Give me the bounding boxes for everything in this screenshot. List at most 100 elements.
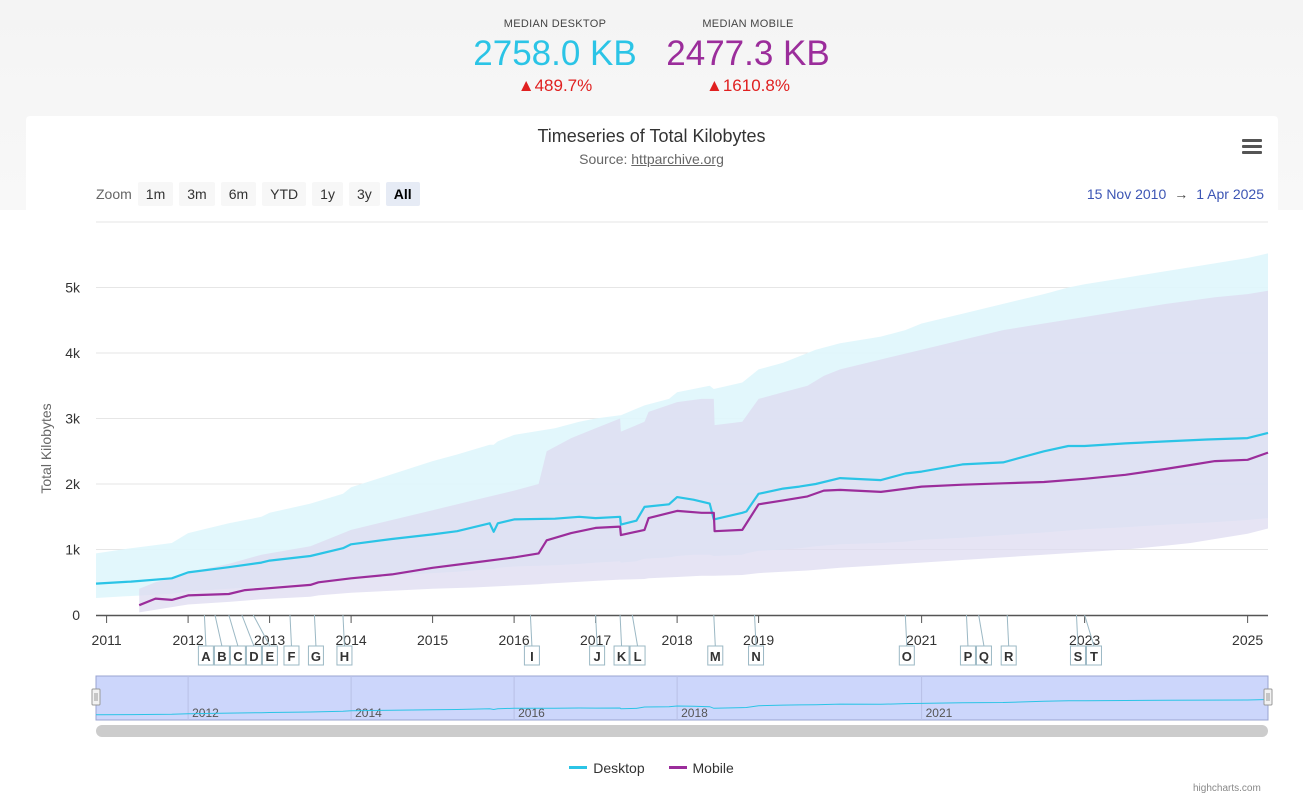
x-tick-label: 2018 — [662, 632, 693, 648]
annotation-label: F — [287, 649, 295, 664]
date-range: 15 Nov 2010 → 1 Apr 2025 — [1040, 186, 1264, 202]
zoom-label: Zoom — [96, 186, 132, 202]
x-tick-label: 2025 — [1232, 632, 1263, 648]
range-arrow: → — [1174, 186, 1189, 202]
band-mobile — [139, 290, 1269, 613]
annotation-flag — [283, 645, 300, 666]
annotation-label: A — [201, 649, 211, 664]
x-tick-label: 2021 — [906, 632, 937, 648]
annotation-label: R — [1004, 649, 1014, 664]
y-tick-label: 0 — [72, 607, 80, 623]
median-desktop-metric: MEDIAN DESKTOP 2758.0 KB ▲489.7% — [455, 18, 655, 96]
navigator-label: 2021 — [926, 706, 953, 720]
x-axis: 2011 2012 2013 2014 2015 2016 2017 2018 2019 2021… — [92, 614, 1268, 648]
annotation-stem — [313, 614, 317, 647]
annotation-flag — [229, 645, 246, 666]
legend-desktop-label: Desktop — [593, 759, 645, 776]
annotation-stem — [289, 614, 292, 647]
range-to-input[interactable]: 1 Apr 2025 — [1196, 186, 1264, 202]
annotation-stem — [595, 614, 598, 647]
legend-item-desktop[interactable]: Desktop — [569, 759, 645, 776]
zoom-1m-button[interactable]: 1m — [137, 182, 174, 206]
annotation-flag — [307, 645, 324, 666]
annotation-stem — [214, 614, 223, 647]
annotation-label: I — [530, 649, 534, 664]
annotation-flag — [261, 645, 278, 666]
annotation-stem — [228, 614, 239, 647]
x-tick-label: 2015 — [417, 632, 448, 648]
annotation-label: P — [964, 649, 973, 664]
zoom-ytd-button[interactable]: YTD — [262, 182, 307, 206]
range-from-input[interactable]: 15 Nov 2010 — [1086, 186, 1167, 202]
annotation-label: G — [311, 649, 321, 664]
legend-item-mobile[interactable]: Mobile — [668, 759, 734, 776]
median-desktop-label: MEDIAN DESKTOP — [503, 18, 607, 30]
chart-title: Timeseries of Total Kilobytes — [537, 126, 766, 146]
legend: Desktop Mobile — [0, 756, 1303, 776]
navigator-right-handle[interactable] — [1263, 688, 1273, 706]
series-lines — [95, 431, 1269, 607]
y-tick-label: 4k — [65, 345, 81, 361]
annotation-flag — [975, 645, 992, 666]
annotation-label: S — [1074, 649, 1083, 664]
annotation-flag — [213, 645, 230, 666]
legend-desktop-swatch — [569, 766, 588, 769]
zoom-toolbar: Zoom 1m 3m 6m YTD 1y 3y All — [96, 182, 426, 206]
navigator-scrollbar[interactable] — [96, 725, 1268, 737]
annotation-label: O — [902, 649, 912, 664]
x-tick-label: 2011 — [92, 632, 122, 648]
credits-link[interactable]: highcharts.com — [1193, 783, 1261, 794]
legend-mobile-label: Mobile — [692, 759, 734, 776]
annotation-stem — [754, 614, 757, 647]
y-axis-title: Total Kilobytes — [38, 403, 54, 493]
zoom-1y-button[interactable]: 1y — [312, 182, 343, 206]
y-axis: 0 1k 2k 3k 4k 5k Total Kilobytes — [38, 280, 81, 624]
annotation-flag — [629, 645, 646, 666]
y-tick-label: 2k — [65, 476, 81, 492]
hamburger-menu-icon[interactable] — [1240, 136, 1264, 156]
annotation-label: Q — [979, 649, 989, 664]
annotation-label: M — [710, 649, 721, 664]
zoom-all-button[interactable]: All — [385, 182, 420, 206]
annotation-stem — [619, 614, 623, 647]
zoom-6m-button[interactable]: 6m — [220, 182, 257, 206]
median-desktop-change: ▲489.7% — [517, 76, 593, 95]
annotation-stem — [713, 614, 716, 647]
annotation-flag — [898, 645, 915, 666]
annotation-flag — [523, 645, 540, 666]
annotation-flag — [245, 645, 262, 666]
navigator-left-handle[interactable] — [91, 688, 101, 706]
navigator-label: 2016 — [518, 706, 545, 720]
median-desktop-value: 2758.0 KB — [473, 34, 637, 73]
navigator-label: 2018 — [681, 706, 708, 720]
annotation-label: L — [634, 649, 642, 664]
annotation-flag — [748, 645, 765, 666]
annotation-label: N — [751, 649, 760, 664]
annotation-stem — [241, 614, 255, 647]
annotation-flag — [613, 645, 630, 666]
zoom-3y-button[interactable]: 3y — [348, 182, 380, 206]
navigator: 2012 2014 2016 2018 2021 — [91, 675, 1273, 737]
annotation-flag — [1000, 645, 1017, 666]
chart-subtitle: Source: httparchive.org — [0, 151, 1303, 167]
median-mobile-metric: MEDIAN MOBILE 2477.3 KB ▲1610.8% — [648, 18, 848, 96]
median-mobile-label: MEDIAN MOBILE — [702, 18, 794, 30]
annotation-label: J — [593, 649, 600, 664]
y-tick-label: 1k — [65, 542, 81, 558]
annotation-label: C — [233, 649, 243, 664]
annotation-label: K — [617, 649, 627, 664]
source-link[interactable]: httparchive.org — [631, 151, 724, 167]
x-tick-label: 2013 — [254, 632, 285, 648]
annotation-stem — [342, 614, 345, 647]
annotation-label: T — [1090, 649, 1098, 664]
annotation-label: D — [249, 649, 258, 664]
navigator-series — [95, 699, 1269, 716]
x-tick-label: 2014 — [336, 632, 367, 648]
annotation-label: H — [340, 649, 349, 664]
zoom-3m-button[interactable]: 3m — [179, 182, 215, 206]
summary-panel: MEDIAN DESKTOP 2758.0 KB ▲489.7% MEDIAN … — [0, 0, 1303, 110]
annotation-stem — [965, 614, 969, 647]
median-mobile-change: ▲1610.8% — [706, 76, 790, 95]
